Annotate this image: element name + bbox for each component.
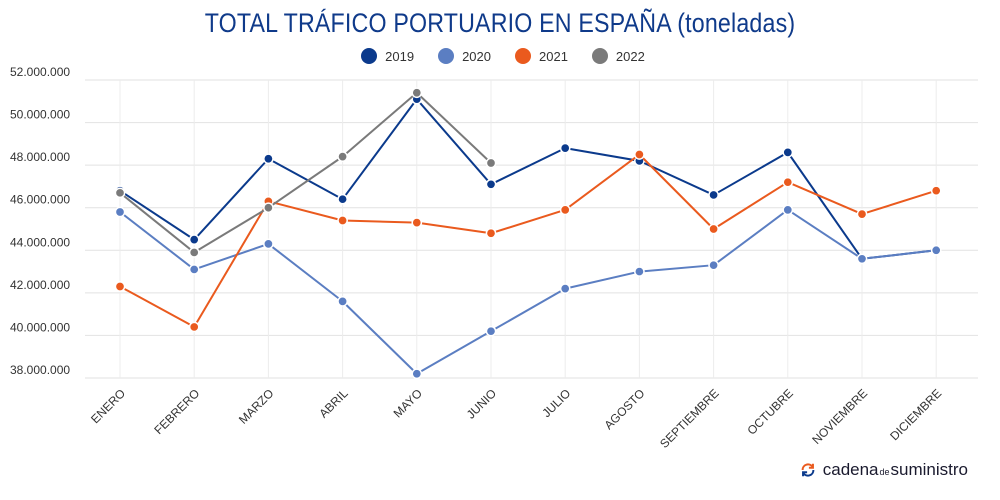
legend-swatch xyxy=(591,48,608,64)
data-point-2019 xyxy=(708,189,719,201)
data-point-2020 xyxy=(782,204,794,216)
data-point-2021 xyxy=(188,321,200,333)
chart-legend: 2019 2020 2021 2022 xyxy=(0,48,1000,64)
y-tick-label: 38.000.000 xyxy=(10,363,70,377)
data-point-2021 xyxy=(708,223,719,235)
y-tick-label: 52.000.000 xyxy=(10,65,70,79)
data-point-2021 xyxy=(411,217,423,228)
series-line-2021 xyxy=(119,153,937,328)
y-tick-label: 42.000.000 xyxy=(10,278,70,292)
data-point-2022 xyxy=(485,157,497,169)
x-tick-label: JUNIO xyxy=(464,386,499,421)
data-point-2020 xyxy=(485,325,497,337)
x-tick-label: AGOSTO xyxy=(601,386,647,432)
data-point-2020 xyxy=(634,266,645,277)
data-point-2021 xyxy=(930,185,942,197)
legend-label: 2019 xyxy=(385,48,415,64)
x-tick-label: ENERO xyxy=(88,386,128,426)
legend-label: 2021 xyxy=(539,48,568,64)
legend-label: 2022 xyxy=(615,48,645,64)
data-point-2020 xyxy=(411,368,423,380)
x-tick-label: MARZO xyxy=(236,386,277,427)
x-tick-label: OCTUBRE xyxy=(745,386,796,437)
legend-item-2020: 2020 xyxy=(438,48,491,64)
data-point-2020 xyxy=(114,206,126,218)
data-point-2021 xyxy=(114,281,126,292)
data-point-2021 xyxy=(782,176,794,188)
legend-swatch xyxy=(438,48,455,64)
y-tick-label: 48.000.000 xyxy=(10,150,70,164)
chart-title: TOTAL TRÁFICO PORTUARIO EN ESPAÑA (tonel… xyxy=(204,8,796,38)
data-point-2021 xyxy=(634,149,645,160)
series-line-2019 xyxy=(119,98,937,260)
y-tick-label: 40.000.000 xyxy=(10,320,70,334)
brand-text-cadena: cadena xyxy=(822,460,879,479)
data-point-2021 xyxy=(856,208,868,220)
x-tick-label: MAYO xyxy=(391,386,425,420)
data-point-2021 xyxy=(485,227,497,239)
x-tick-label: FEBRERO xyxy=(151,386,202,437)
x-tick-label: DICIEMBRE xyxy=(887,386,944,443)
data-point-2019 xyxy=(263,153,274,165)
legend-swatch xyxy=(361,48,378,64)
data-point-2019 xyxy=(559,142,571,154)
x-tick-label: ABRIL xyxy=(316,386,351,421)
legend-item-2022: 2022 xyxy=(591,48,645,64)
legend-item-2021: 2021 xyxy=(515,48,568,64)
data-point-2022 xyxy=(263,202,274,214)
data-point-2020 xyxy=(930,244,942,256)
legend-swatch xyxy=(515,48,531,64)
brand-text-de: de xyxy=(879,467,890,477)
y-tick-label: 44.000.000 xyxy=(10,235,70,249)
x-tick-label: SEPTIEMBRE xyxy=(657,386,722,451)
data-point-2019 xyxy=(188,234,200,245)
data-point-2019 xyxy=(782,147,794,158)
legend-item-2019: 2019 xyxy=(361,48,414,64)
y-tick-label: 50.000.000 xyxy=(10,108,70,122)
data-point-2019 xyxy=(337,193,348,205)
data-point-2022 xyxy=(188,247,200,258)
refresh-arrows-icon xyxy=(801,463,815,477)
data-point-2022 xyxy=(411,87,423,99)
data-point-2020 xyxy=(188,264,200,275)
data-point-2022 xyxy=(114,187,126,199)
data-point-2021 xyxy=(559,204,571,216)
data-point-2020 xyxy=(263,238,274,250)
data-point-2020 xyxy=(856,253,868,265)
data-point-2021 xyxy=(337,215,348,226)
brand-logo: cadena de suministro xyxy=(799,460,968,480)
y-tick-label: 46.000.000 xyxy=(10,193,70,207)
series-line-2022 xyxy=(119,91,492,254)
data-point-2020 xyxy=(708,259,719,271)
data-point-2019 xyxy=(485,178,497,190)
series-line-2020 xyxy=(119,208,937,375)
data-point-2020 xyxy=(559,283,571,294)
data-point-2020 xyxy=(337,296,348,307)
brand-text-suministro: suministro xyxy=(890,460,968,479)
data-point-2022 xyxy=(337,151,348,162)
x-tick-label: JULIO xyxy=(539,386,573,420)
x-tick-label: NOVIEMBRE xyxy=(809,386,870,447)
legend-label: 2020 xyxy=(462,48,491,64)
